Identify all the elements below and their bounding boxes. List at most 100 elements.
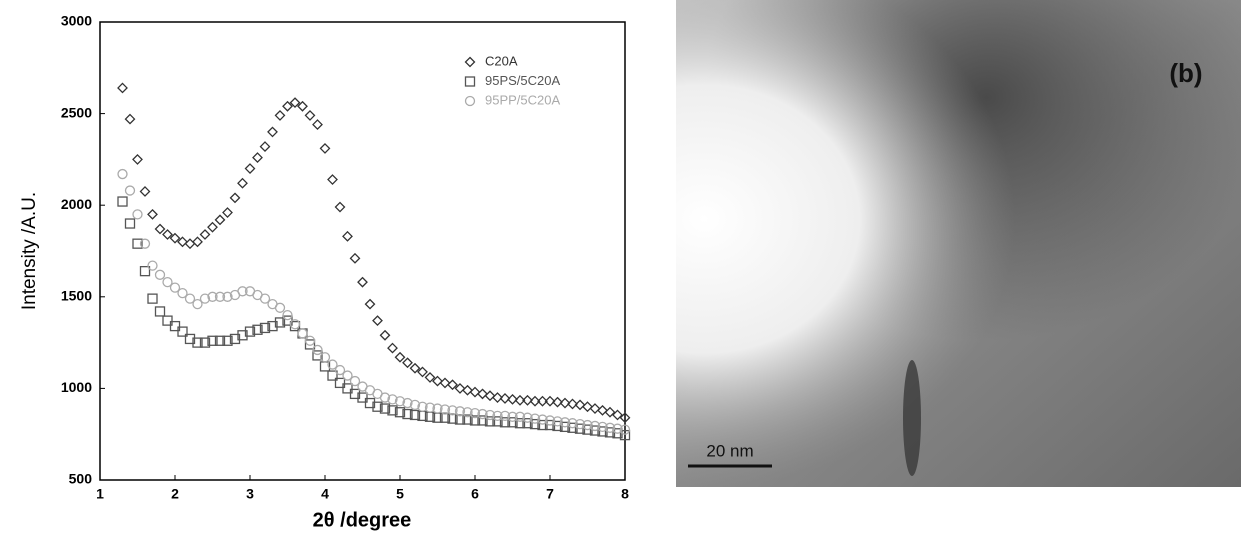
y-tick-label: 2500 bbox=[61, 104, 92, 120]
data-point bbox=[139, 266, 151, 277]
tem-bright-region bbox=[676, 0, 1241, 487]
data-point bbox=[507, 411, 518, 422]
data-point bbox=[484, 409, 496, 421]
data-point bbox=[409, 399, 421, 411]
data-point bbox=[252, 152, 263, 163]
data-point bbox=[417, 401, 428, 412]
data-point bbox=[387, 394, 398, 405]
data-point bbox=[334, 201, 346, 213]
data-point bbox=[522, 412, 533, 423]
tem-image: (b) 20 nm bbox=[676, 0, 1241, 487]
data-point bbox=[289, 319, 301, 330]
data-point bbox=[379, 392, 391, 403]
data-point bbox=[597, 404, 608, 416]
y-tick-label: 3000 bbox=[61, 13, 92, 29]
chart: 2θ /degree Intensity /A.U. 1 2 3 4 5 6 7 8 500 10… bbox=[19, 13, 631, 531]
data-point bbox=[484, 390, 496, 402]
data-point bbox=[589, 420, 601, 432]
data-point bbox=[184, 238, 196, 250]
data-point bbox=[364, 397, 376, 409]
data-point bbox=[304, 110, 316, 121]
data-point bbox=[117, 82, 128, 94]
data-point bbox=[207, 291, 218, 302]
data-point bbox=[327, 370, 338, 381]
data-point bbox=[222, 291, 233, 302]
legend-marker bbox=[464, 56, 476, 68]
data-point bbox=[484, 416, 496, 427]
data-point bbox=[312, 344, 323, 356]
data-point bbox=[124, 185, 136, 196]
panel-label: (b) bbox=[1169, 58, 1202, 88]
data-point bbox=[342, 370, 353, 381]
data-point bbox=[432, 375, 443, 387]
data-point bbox=[342, 230, 353, 242]
x-tick-label: 7 bbox=[546, 486, 554, 502]
data-point bbox=[169, 282, 181, 293]
data-point bbox=[552, 416, 563, 427]
data-point bbox=[237, 286, 248, 297]
x-tick-label: 6 bbox=[471, 486, 479, 502]
data-point bbox=[582, 419, 593, 431]
data-point bbox=[582, 401, 593, 413]
data-point bbox=[237, 330, 248, 341]
data-point bbox=[132, 238, 143, 249]
data-point bbox=[259, 141, 271, 152]
data-point bbox=[454, 406, 466, 417]
legend-marker bbox=[464, 95, 476, 107]
data-point bbox=[439, 412, 451, 423]
data-point bbox=[162, 276, 173, 288]
data-point bbox=[282, 309, 293, 321]
data-point bbox=[244, 326, 256, 337]
data-point bbox=[439, 404, 451, 415]
data-point bbox=[567, 398, 578, 410]
tem-particle bbox=[903, 360, 921, 476]
data-point bbox=[552, 396, 563, 408]
data-point bbox=[124, 218, 136, 229]
data-point bbox=[469, 415, 481, 426]
data-point bbox=[177, 287, 188, 299]
scale-bar-label: 20 nm bbox=[706, 441, 753, 460]
data-point bbox=[567, 418, 578, 429]
data-point bbox=[349, 252, 361, 264]
data-point bbox=[252, 324, 263, 335]
data-point bbox=[184, 293, 196, 304]
data-point bbox=[334, 364, 346, 376]
data-point bbox=[319, 142, 331, 154]
y-axis-label: Intensity /A.U. bbox=[19, 192, 40, 310]
data-point bbox=[267, 320, 278, 332]
data-point bbox=[229, 333, 241, 345]
data-point bbox=[169, 320, 181, 332]
data-point bbox=[312, 119, 323, 131]
data-point bbox=[454, 414, 466, 425]
data-point bbox=[424, 371, 436, 383]
data-point bbox=[612, 409, 623, 421]
data-point bbox=[507, 393, 518, 405]
data-point bbox=[432, 403, 443, 414]
data-point bbox=[237, 177, 248, 189]
data-point bbox=[312, 350, 323, 361]
data-point bbox=[147, 260, 158, 271]
y-tick-label: 1000 bbox=[61, 379, 92, 395]
data-point bbox=[162, 315, 173, 326]
data-point bbox=[274, 110, 286, 121]
data-point bbox=[199, 229, 211, 240]
x-tick-label: 8 bbox=[621, 486, 629, 502]
data-point bbox=[184, 333, 196, 345]
data-point bbox=[394, 351, 406, 363]
data-point bbox=[492, 416, 503, 427]
data-point bbox=[604, 422, 616, 433]
data-point bbox=[514, 418, 526, 429]
data-point bbox=[522, 418, 533, 429]
x-tick-label: 5 bbox=[396, 486, 404, 502]
data-point bbox=[214, 335, 226, 346]
data-point bbox=[222, 207, 233, 218]
data-point bbox=[117, 196, 128, 207]
data-point bbox=[507, 417, 518, 428]
data-point bbox=[394, 407, 406, 418]
data-point bbox=[334, 377, 346, 389]
data-point bbox=[544, 395, 556, 407]
y-tick-label: 500 bbox=[69, 471, 93, 487]
data-point bbox=[619, 429, 631, 441]
